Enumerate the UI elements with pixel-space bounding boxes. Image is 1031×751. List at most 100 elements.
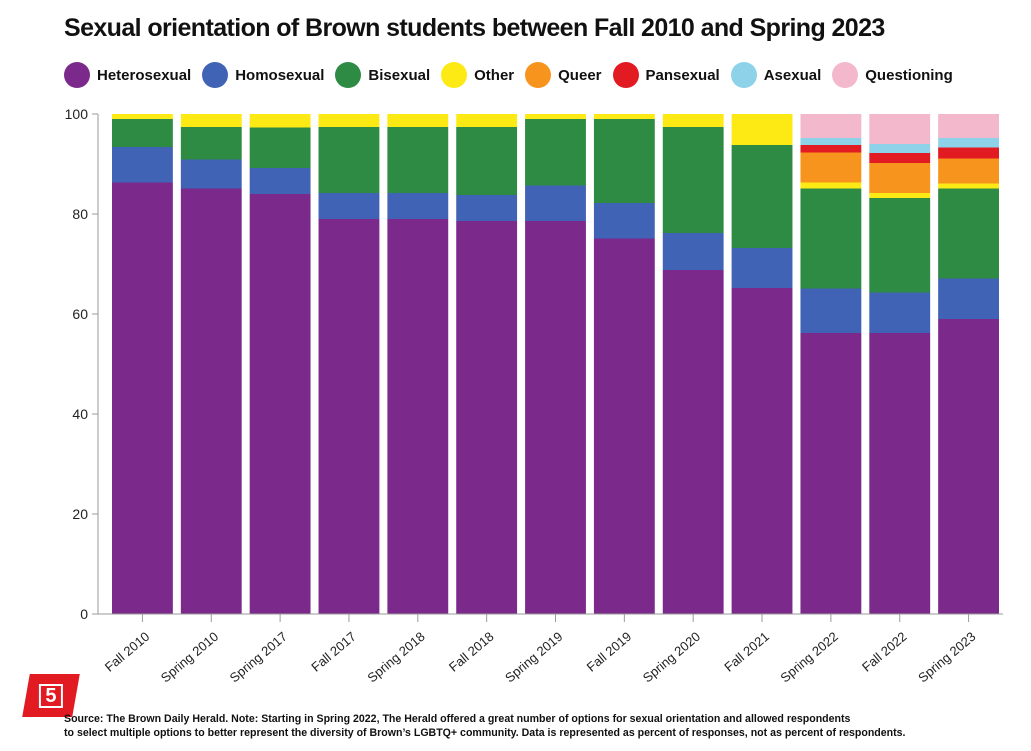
bar-segment-heterosexual-fall-2021 xyxy=(731,288,793,614)
bar-segment-heterosexual-spring-2010 xyxy=(180,188,242,614)
bar-segment-heterosexual-fall-2018 xyxy=(456,221,518,614)
bar-segment-bisexual-spring-2010 xyxy=(180,127,242,160)
bar-segment-homosexual-fall-2019 xyxy=(593,203,655,239)
legend-label-bisexual: Bisexual xyxy=(368,66,431,84)
x-tick-label-fall-2017: Fall 2017 xyxy=(308,629,359,675)
legend-item-heterosexual: Heterosexual xyxy=(64,62,191,88)
bar-segment-queer-fall-2022 xyxy=(869,163,931,193)
bar-segment-heterosexual-spring-2018 xyxy=(387,219,449,614)
bar-segment-pansexual-spring-2022 xyxy=(800,145,862,153)
bar-segment-bisexual-spring-2017 xyxy=(249,127,311,168)
x-tick-label-spring-2017: Spring 2017 xyxy=(227,629,290,686)
legend-label-heterosexual: Heterosexual xyxy=(97,66,192,84)
bar-segment-bisexual-fall-2021 xyxy=(731,145,793,248)
bar-segment-other-spring-2020 xyxy=(662,114,724,127)
y-tick-label-40: 40 xyxy=(72,406,88,422)
x-tick-label-fall-2019: Fall 2019 xyxy=(584,629,635,675)
legend-item-pansexual: Pansexual xyxy=(612,62,720,88)
bar-segment-other-spring-2019 xyxy=(525,114,586,119)
x-tick-label-spring-2020: Spring 2020 xyxy=(640,629,703,686)
legend-item-other: Other xyxy=(441,62,514,88)
bar-segment-heterosexual-fall-2019 xyxy=(593,238,655,614)
x-tick-label-spring-2023: Spring 2023 xyxy=(915,629,978,686)
y-tick-label-0: 0 xyxy=(80,606,88,622)
x-tick-label-fall-2018: Fall 2018 xyxy=(446,629,497,675)
bar-segment-other-spring-2023 xyxy=(938,183,999,189)
bar-segment-other-spring-2018 xyxy=(387,114,449,127)
x-tick-label-spring-2010: Spring 2010 xyxy=(158,629,221,686)
bar-segment-bisexual-spring-2019 xyxy=(525,119,586,186)
legend-swatch-heterosexual xyxy=(64,62,90,88)
bar-segment-questioning-fall-2022 xyxy=(869,114,931,144)
bar-segment-questioning-spring-2023 xyxy=(938,114,999,138)
bar-segment-homosexual-fall-2021 xyxy=(731,248,793,288)
bar-segment-bisexual-spring-2022 xyxy=(800,188,862,289)
legend-swatch-asexual xyxy=(730,62,757,88)
bar-segment-bisexual-fall-2017 xyxy=(318,127,380,193)
bar-segment-other-fall-2019 xyxy=(593,114,655,119)
legend-item-homosexual: Homosexual xyxy=(202,62,324,88)
bar-segment-other-spring-2022 xyxy=(800,182,862,189)
bar-segment-queer-spring-2022 xyxy=(800,152,862,183)
bar-segment-pansexual-fall-2022 xyxy=(869,153,931,163)
bar-segment-heterosexual-spring-2020 xyxy=(662,270,724,614)
bar-segment-other-spring-2017 xyxy=(249,114,311,128)
legend-label-other: Other xyxy=(474,66,515,84)
legend-label-queer: Queer xyxy=(558,66,602,84)
bar-segment-bisexual-fall-2022 xyxy=(869,198,931,293)
bar-segment-other-fall-2017 xyxy=(318,114,380,127)
bar-segment-heterosexual-fall-2022 xyxy=(869,333,931,614)
bar-segment-bisexual-spring-2023 xyxy=(938,188,999,279)
x-tick-label-spring-2022: Spring 2022 xyxy=(777,629,840,686)
bar-segment-homosexual-fall-2017 xyxy=(318,193,380,219)
legend-item-asexual: Asexual xyxy=(730,62,822,88)
bar-segment-heterosexual-spring-2022 xyxy=(800,333,862,614)
x-tick-label-fall-2010: Fall 2010 xyxy=(102,629,153,675)
legend: Heterosexual Homosexual Bisexual Other Q… xyxy=(64,62,964,88)
y-tick-label-100: 100 xyxy=(65,106,89,122)
bar-segment-other-spring-2010 xyxy=(180,114,242,127)
chart-title: Sexual orientation of Brown students bet… xyxy=(64,14,885,42)
bar-segment-bisexual-fall-2018 xyxy=(456,127,518,195)
bar-segment-homosexual-fall-2010 xyxy=(112,147,173,183)
bar-segment-other-fall-2021 xyxy=(731,114,793,145)
bar-segment-heterosexual-spring-2017 xyxy=(249,194,311,614)
legend-label-asexual: Asexual xyxy=(763,66,822,84)
bar-segment-other-fall-2010 xyxy=(112,114,173,119)
legend-swatch-bisexual xyxy=(335,62,362,88)
bar-segment-heterosexual-spring-2019 xyxy=(525,221,586,614)
bar-segment-bisexual-spring-2018 xyxy=(387,127,449,193)
bar-segment-homosexual-spring-2020 xyxy=(662,233,724,270)
x-tick-label-spring-2019: Spring 2019 xyxy=(502,629,565,686)
page-badge: 5 xyxy=(22,674,80,717)
y-tick-label-80: 80 xyxy=(72,206,88,222)
bar-segment-asexual-spring-2022 xyxy=(800,138,862,145)
legend-item-queer: Queer xyxy=(525,62,602,88)
source-note: Source: The Brown Daily Herald. Note: St… xyxy=(64,712,1014,740)
badge-number: 5 xyxy=(39,683,63,708)
source-note-line-1: Source: The Brown Daily Herald. Note: St… xyxy=(64,713,851,725)
bar-segment-queer-spring-2023 xyxy=(938,158,999,184)
source-note-line-2: to select multiple options to better rep… xyxy=(64,727,906,739)
bar-segment-heterosexual-fall-2017 xyxy=(318,219,380,614)
bar-segment-homosexual-spring-2022 xyxy=(800,288,862,333)
legend-item-questioning: Questioning xyxy=(832,62,953,88)
bar-segment-homosexual-fall-2022 xyxy=(869,292,931,333)
bar-segment-homosexual-spring-2010 xyxy=(180,159,242,189)
bar-segment-bisexual-spring-2020 xyxy=(662,127,724,233)
bar-segment-asexual-fall-2022 xyxy=(869,144,931,153)
bar-segment-heterosexual-fall-2010 xyxy=(112,182,173,614)
bar-segment-asexual-spring-2023 xyxy=(938,138,999,148)
bar-segment-questioning-spring-2022 xyxy=(800,114,862,138)
bar-segment-bisexual-fall-2010 xyxy=(112,119,173,147)
bar-segment-homosexual-spring-2017 xyxy=(249,168,311,194)
legend-item-bisexual: Bisexual xyxy=(335,62,430,88)
bar-segment-other-fall-2022 xyxy=(869,193,931,198)
bar-segment-homosexual-fall-2018 xyxy=(456,195,518,221)
legend-label-pansexual: Pansexual xyxy=(645,66,720,84)
legend-swatch-homosexual xyxy=(202,62,229,88)
legend-swatch-other xyxy=(441,62,468,88)
bar-segment-other-fall-2018 xyxy=(456,114,518,127)
bar-segment-homosexual-spring-2018 xyxy=(387,193,449,219)
